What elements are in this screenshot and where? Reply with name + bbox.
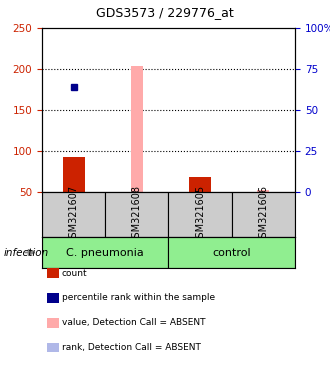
Bar [42,237,169,268]
Bar [131,66,143,192]
Text: GSM321605: GSM321605 [195,185,205,244]
Text: rank, Detection Call = ABSENT: rank, Detection Call = ABSENT [62,343,201,353]
Text: GSM321606: GSM321606 [258,185,268,244]
Bar [189,177,211,192]
Text: value, Detection Call = ABSENT: value, Detection Call = ABSENT [62,318,205,328]
Text: GSM321607: GSM321607 [69,185,79,244]
Text: percentile rank within the sample: percentile rank within the sample [62,293,215,303]
Bar [42,192,105,237]
Text: GDS3573 / 229776_at: GDS3573 / 229776_at [96,6,234,19]
Bar [169,237,295,268]
Bar [194,177,206,192]
Bar [232,192,295,237]
Text: GSM321608: GSM321608 [132,185,142,244]
Bar [105,192,169,237]
Bar [169,192,232,237]
Bar [63,157,85,192]
Text: infection: infection [3,248,49,258]
Text: count: count [62,268,87,278]
Text: C. pneumonia: C. pneumonia [66,248,144,258]
Bar [257,190,270,192]
Text: control: control [213,248,251,258]
